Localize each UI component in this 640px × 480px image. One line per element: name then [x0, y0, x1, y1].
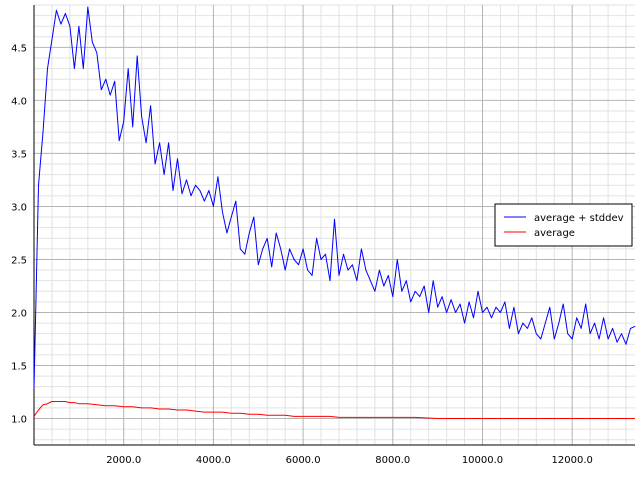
y-tick-label: 2.5 [11, 255, 27, 266]
y-tick-label: 3.5 [11, 149, 27, 160]
series-line-average [33, 401, 635, 419]
series-line-average-plus-stddev [33, 6, 636, 389]
x-tick-label: 4000.0 [196, 455, 231, 466]
series-layer [33, 6, 636, 419]
x-tick-label: 2000.0 [106, 455, 141, 466]
legend-box [494, 203, 633, 247]
x-tick-label: 12000.0 [552, 455, 593, 466]
legend-label: average + stddev [534, 213, 624, 224]
y-tick-label: 1.0 [11, 414, 27, 425]
minor-grid [34, 4, 635, 445]
y-tick-label: 4.0 [11, 96, 27, 107]
x-tick-label: 8000.0 [375, 455, 410, 466]
y-tick-label: 2.0 [11, 308, 27, 319]
legend: average + stddev average [494, 203, 633, 247]
tick-labels: 2000.0 4000.0 6000.0 8000.0 10000.0 12000.0 1.… [11, 43, 593, 466]
major-grid [34, 5, 635, 445]
y-tick-label: 4.5 [11, 43, 27, 54]
x-tick-label: 6000.0 [286, 455, 321, 466]
y-tick-label: 1.5 [11, 361, 27, 372]
y-tick-label: 3.0 [11, 202, 27, 213]
x-tick-label: 10000.0 [462, 455, 503, 466]
legend-label: average [534, 228, 575, 239]
